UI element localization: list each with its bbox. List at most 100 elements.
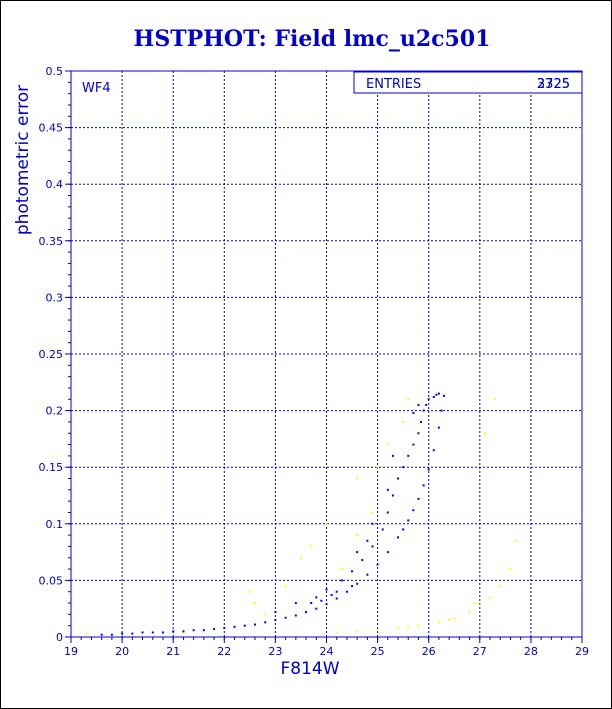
scatter-point bbox=[407, 454, 410, 457]
scatter-point bbox=[371, 522, 374, 525]
scatter-point bbox=[264, 621, 267, 624]
y-tick-label: 0.3 bbox=[46, 291, 64, 304]
scatter-point bbox=[233, 625, 236, 628]
scatter-point bbox=[437, 621, 440, 624]
scatter-point bbox=[483, 432, 486, 435]
scatter-point bbox=[182, 630, 185, 633]
scatter-point bbox=[340, 579, 343, 582]
scatter-point bbox=[453, 617, 456, 620]
scatter-point bbox=[381, 528, 384, 531]
scatter-point bbox=[473, 602, 476, 605]
scatter-point bbox=[121, 632, 124, 635]
scatter-point bbox=[310, 602, 313, 605]
scatter-point bbox=[420, 420, 423, 423]
scatter-point bbox=[121, 633, 124, 636]
scatter-point bbox=[425, 403, 428, 406]
scatter-point bbox=[202, 629, 205, 632]
x-tick-label: 22 bbox=[217, 645, 231, 658]
scatter-point bbox=[325, 522, 328, 525]
scatter-point bbox=[437, 392, 440, 395]
scatter-point bbox=[330, 594, 333, 597]
scatter-point bbox=[437, 426, 440, 429]
scatter-point bbox=[422, 484, 425, 487]
scatter-point bbox=[371, 545, 374, 548]
x-tick-label: 27 bbox=[473, 645, 487, 658]
scatter-point bbox=[356, 582, 359, 585]
scatter-point bbox=[172, 630, 175, 633]
scatter-point bbox=[274, 619, 277, 622]
x-tick-label: 29 bbox=[575, 645, 589, 658]
scatter-point bbox=[397, 536, 400, 539]
y-tick-label: 0.45 bbox=[39, 122, 64, 135]
y-tick-label: 0.15 bbox=[39, 461, 64, 474]
axis-ticks: 19 20 21 22 23 24 25 26 27 28 29 0 0.05 0.1 0.15 0.2 0.2… bbox=[39, 65, 590, 658]
scatter-point bbox=[402, 420, 405, 423]
scatter-point bbox=[345, 590, 348, 593]
scatter-point bbox=[325, 588, 328, 591]
scatter-point bbox=[402, 528, 405, 531]
scatter-point bbox=[305, 611, 308, 614]
scatter-point bbox=[223, 626, 226, 629]
scatter-point bbox=[141, 631, 144, 634]
x-tick-label: 19 bbox=[64, 645, 78, 658]
scatter-point bbox=[412, 443, 415, 446]
scatter-point bbox=[110, 633, 113, 636]
scatter-point bbox=[376, 563, 379, 566]
scatter-point bbox=[315, 596, 318, 599]
scatter-point bbox=[407, 519, 410, 522]
scatter-point bbox=[499, 585, 502, 588]
scatter-point bbox=[284, 585, 287, 588]
scatter-point bbox=[264, 613, 267, 616]
panel-label: WF4 bbox=[82, 81, 111, 96]
scatter-point bbox=[85, 632, 88, 635]
y-tick-label: 0.25 bbox=[39, 348, 64, 361]
scatter-point bbox=[448, 619, 451, 622]
scatter-point bbox=[131, 632, 134, 635]
scatter-point bbox=[412, 509, 415, 512]
scatter-point bbox=[315, 607, 318, 610]
x-tick-label: 20 bbox=[115, 645, 129, 658]
scatter-point bbox=[407, 625, 410, 628]
x-tick-label: 23 bbox=[268, 645, 282, 658]
scatter-point bbox=[435, 393, 438, 396]
scatter-point bbox=[371, 511, 374, 514]
y-axis-label: photometric error bbox=[13, 85, 33, 235]
x-axis-label: F814W bbox=[280, 659, 339, 679]
scatter-point bbox=[391, 454, 394, 457]
scatter-point bbox=[514, 539, 517, 542]
scatter-point bbox=[294, 602, 297, 605]
scatter-point bbox=[243, 624, 246, 627]
scatter-point bbox=[351, 570, 354, 573]
scatter-point bbox=[386, 488, 389, 491]
scatter-point bbox=[376, 466, 379, 469]
scatter-point bbox=[361, 559, 364, 562]
scatter-point bbox=[335, 590, 338, 593]
scatter-point bbox=[335, 631, 338, 634]
scatter-point bbox=[412, 411, 415, 414]
scatter-point bbox=[417, 432, 420, 435]
scatter-point bbox=[253, 602, 256, 605]
y-tick-label: 0.05 bbox=[39, 574, 64, 587]
scatter-point bbox=[161, 631, 164, 634]
x-tick-label: 25 bbox=[371, 645, 385, 658]
stats-box-frame bbox=[353, 71, 583, 94]
scatter-point bbox=[386, 443, 389, 446]
scatter-point bbox=[335, 597, 338, 600]
scatter-point bbox=[489, 596, 492, 599]
scatter-point bbox=[320, 599, 323, 602]
scatter-point bbox=[397, 626, 400, 629]
scatter-point bbox=[253, 623, 256, 626]
scatter-point bbox=[427, 398, 430, 401]
scatter-point bbox=[440, 409, 443, 412]
scatter-point bbox=[356, 551, 359, 554]
scatter-point bbox=[407, 398, 410, 401]
scatter-point bbox=[478, 604, 481, 607]
scatter-point bbox=[427, 468, 430, 471]
scatter-point bbox=[432, 396, 435, 399]
y-tick-label: 0.35 bbox=[39, 235, 64, 248]
x-tick-label: 21 bbox=[166, 645, 180, 658]
stats-entries-label: ENTRIES bbox=[366, 77, 421, 92]
scatter-point bbox=[284, 616, 287, 619]
scatter-point bbox=[417, 624, 420, 627]
